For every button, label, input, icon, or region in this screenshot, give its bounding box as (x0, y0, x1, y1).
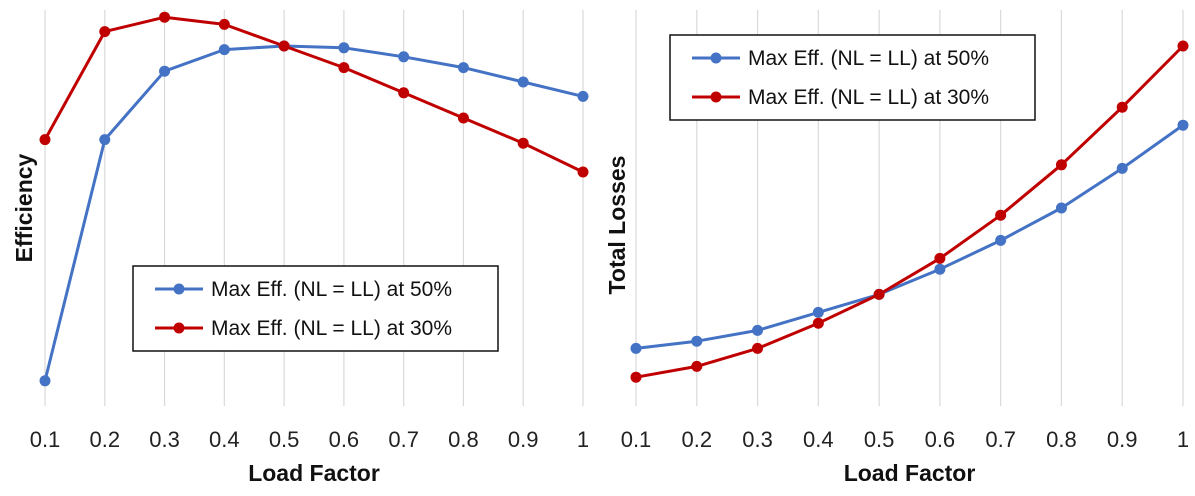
data-point (752, 324, 764, 336)
legend-item: Max Eff. (NL = LL) at 30% (692, 86, 989, 109)
data-point (1055, 202, 1067, 214)
x-tick-label: 0.3 (149, 427, 180, 452)
series-line (635, 44, 1185, 379)
legend-item: Max Eff. (NL = LL) at 30% (155, 317, 452, 340)
data-point (934, 263, 946, 275)
data-point (934, 252, 946, 264)
x-tick-label: 0.9 (1107, 427, 1138, 452)
legend: Max Eff. (NL = LL) at 50% Max Eff. (NL = … (669, 34, 1036, 121)
data-point (517, 137, 529, 149)
data-point (159, 11, 171, 23)
x-tick-label: 0.1 (30, 427, 61, 452)
data-point (812, 317, 824, 329)
legend-box (669, 34, 1036, 121)
data-point (398, 51, 410, 63)
data-point (99, 26, 111, 38)
data-point (812, 306, 824, 318)
data-point (995, 209, 1007, 221)
data-point (691, 360, 703, 372)
data-point (1116, 162, 1128, 174)
x-axis-title: Load Factor (248, 460, 380, 486)
data-point (1116, 101, 1128, 113)
legend-item: Max Eff. (NL = LL) at 50% (155, 278, 452, 301)
x-tick-label: 0.1 (621, 427, 652, 452)
data-point (995, 234, 1007, 246)
x-tick-label: 1 (577, 427, 589, 452)
data-point (159, 65, 171, 77)
series-line (43, 44, 584, 382)
x-tick-label: 0.5 (269, 427, 300, 452)
data-point (278, 40, 290, 52)
data-point (39, 375, 51, 387)
chart-1: 0.1 0.2 0.3 0.4 0.5 0.6 0.7 0.8 0.9 1 Load Factor E… (11, 10, 589, 486)
x-tick-label: 0.6 (329, 427, 360, 452)
x-tick-label: 0.8 (1046, 427, 1077, 452)
x-tick-label: 0.6 (925, 427, 956, 452)
legend-marker (173, 322, 185, 334)
series-2 (630, 40, 1189, 383)
data-point (457, 62, 469, 74)
data-point (1177, 40, 1189, 52)
legend-marker (173, 283, 185, 295)
data-point (1177, 119, 1189, 131)
legend-item: Max Eff. (NL = LL) at 50% (692, 47, 989, 70)
legend-label: Max Eff. (NL = LL) at 30% (748, 86, 989, 109)
x-tick-label: 0.3 (742, 427, 773, 452)
data-point (338, 62, 350, 74)
data-point (218, 18, 230, 30)
x-tick-label: 0.9 (508, 427, 539, 452)
x-axis-title: Load Factor (844, 460, 976, 486)
x-tick-label: 0.8 (448, 427, 479, 452)
data-point (873, 288, 885, 300)
legend-marker (710, 91, 722, 103)
x-tick-label: 0.2 (681, 427, 712, 452)
series-line (635, 123, 1184, 350)
legend-label: Max Eff. (NL = LL) at 50% (211, 278, 452, 301)
x-tick-label: 0.4 (803, 427, 834, 452)
legend-label: Max Eff. (NL = LL) at 50% (748, 47, 989, 70)
data-point (630, 371, 642, 383)
x-tick-label: 0.7 (388, 427, 419, 452)
data-point (39, 134, 51, 146)
x-tick-label: 0.4 (209, 427, 240, 452)
data-point (457, 112, 469, 124)
data-point (517, 76, 529, 88)
x-tick-label: 1 (1177, 427, 1189, 452)
data-point (398, 87, 410, 99)
x-tick-label: 0.5 (864, 427, 895, 452)
data-point (630, 342, 642, 354)
x-tick-label: 0.7 (985, 427, 1016, 452)
series-1 (630, 119, 1189, 354)
x-tick-label: 0.2 (89, 427, 120, 452)
chart-2: 0.1 0.2 0.3 0.4 0.5 0.6 0.7 0.8 0.9 1 Load Factor T… (604, 10, 1189, 486)
legend-marker (710, 52, 722, 64)
data-point (752, 342, 764, 354)
legend-label: Max Eff. (NL = LL) at 30% (211, 317, 452, 340)
y-axis-title: Total Losses (604, 156, 630, 295)
series-1 (39, 40, 589, 387)
legend-box (132, 265, 499, 352)
y-axis-title: Efficiency (11, 153, 37, 262)
data-point (218, 44, 230, 56)
data-point (577, 166, 589, 178)
series-2 (39, 11, 589, 178)
data-point (338, 42, 350, 54)
data-point (691, 335, 703, 347)
legend: Max Eff. (NL = LL) at 50% Max Eff. (NL = … (132, 265, 499, 352)
series-line (43, 15, 584, 174)
data-point (577, 90, 589, 102)
data-point (1055, 159, 1067, 171)
data-point (99, 134, 111, 146)
